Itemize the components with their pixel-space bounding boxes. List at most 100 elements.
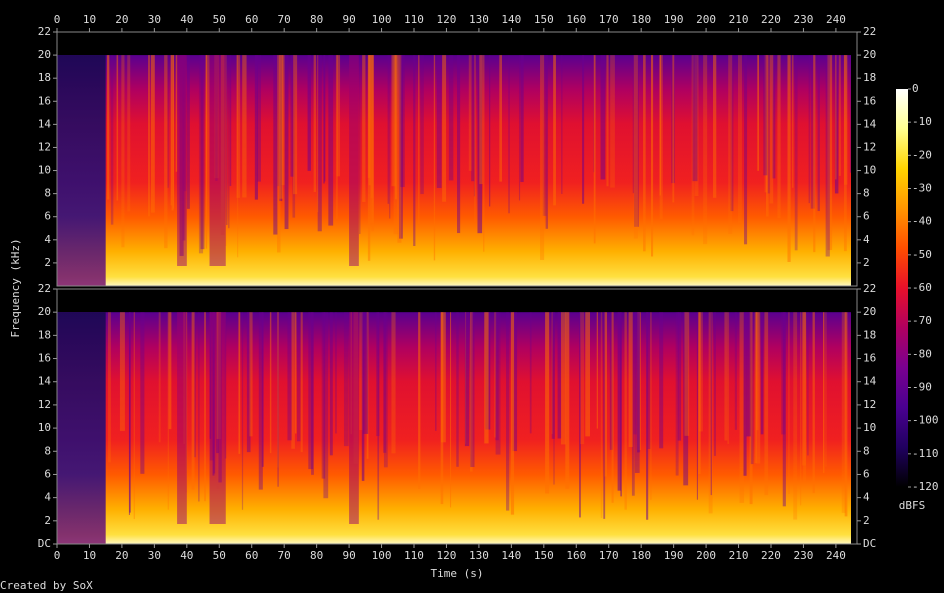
spectrogram-texture — [603, 312, 606, 519]
spectrogram-texture — [387, 55, 390, 204]
colorbar-tick-label: -100 — [912, 414, 939, 427]
spectrogram-texture — [116, 55, 119, 201]
x-tick-label: 220 — [761, 13, 781, 26]
spectrogram-texture — [291, 312, 295, 449]
y-tick-label: 2 — [863, 514, 870, 527]
spectrogram-texture — [317, 55, 319, 213]
x-tick-label: 110 — [404, 13, 424, 26]
spectrogram-texture — [225, 55, 227, 246]
spectrogram-texture — [456, 312, 459, 467]
spectrogram-texture — [825, 312, 827, 467]
spectrogram-texture — [367, 55, 371, 261]
y-tick-label: 2 — [44, 514, 51, 527]
x-tick-label: 190 — [664, 13, 684, 26]
x-axis-label: Time (s) — [431, 567, 484, 580]
spectrogram-texture — [329, 312, 333, 456]
spectrogram-texture — [650, 312, 652, 500]
spectrogram-texture — [236, 55, 241, 198]
x-tick-label: 150 — [534, 13, 554, 26]
spectrogram-texture — [561, 55, 563, 194]
colorbar-tick-label: -70 — [912, 314, 932, 327]
spectrogram-texture — [164, 55, 168, 249]
spectrogram-texture — [287, 312, 292, 441]
spectrogram-texture — [349, 55, 359, 266]
x-tick-label: 10 — [83, 549, 96, 562]
spectrogram-texture — [714, 312, 716, 456]
spectrogram-texture — [734, 312, 737, 430]
spectrogram-texture — [448, 55, 454, 181]
spectrogram-texture — [812, 312, 815, 494]
x-tick-label: 40 — [180, 13, 193, 26]
spectrogram-texture — [813, 55, 816, 253]
x-tick-label: 0 — [54, 13, 61, 26]
spectrogram-texture — [133, 312, 135, 520]
spectrogram-texture — [675, 312, 679, 476]
spectrogram-texture — [684, 312, 690, 436]
spectrogram-texture — [276, 55, 282, 187]
y-tick-label: DC — [863, 537, 876, 550]
spectrogram-texture — [767, 55, 771, 194]
spectrogram-texture — [477, 55, 483, 234]
x-tick-label: 0 — [54, 549, 61, 562]
spectrogram-texture — [691, 55, 695, 236]
spectrogram-texture — [827, 55, 833, 251]
spectrogram-texture — [823, 312, 825, 474]
spectrogram-texture — [175, 55, 178, 172]
colorbar-tick-label: -30 — [912, 182, 932, 195]
spectrogram-texture — [335, 55, 338, 219]
spectrogram-texture — [698, 312, 703, 432]
spectrogram-texture — [246, 312, 251, 453]
spectrogram-texture — [609, 312, 614, 450]
spectrogram-texture — [277, 55, 281, 253]
spectrogram-texture — [746, 312, 751, 437]
spectrogram-texture — [209, 55, 226, 266]
spectrogram-texture — [119, 312, 125, 431]
spectrogram-texture — [359, 312, 364, 431]
spectrogram-texture — [295, 312, 297, 434]
spectrogram-texture — [198, 55, 204, 254]
spectrogram-texture — [624, 312, 627, 510]
y-tick-label: 6 — [44, 210, 51, 223]
spectrogram-texture — [186, 55, 190, 209]
x-tick-label: 180 — [631, 13, 651, 26]
spectrogram-texture — [677, 312, 682, 441]
spectrogram-texture — [841, 312, 846, 513]
spectrogram-texture — [777, 55, 781, 219]
y-tick-label: 20 — [863, 305, 876, 318]
spectrogram-texture — [284, 55, 289, 230]
spectrogram-texture — [457, 55, 461, 234]
colorbar-tick-label: -60 — [912, 281, 932, 294]
spectrogram-texture — [647, 312, 651, 449]
spectrogram-texture — [205, 55, 210, 225]
colorbar-label: dBFS — [899, 499, 926, 512]
spectrogram-texture — [307, 55, 311, 171]
x-tick-label: 210 — [729, 549, 749, 562]
spectrogram-texture — [349, 312, 359, 524]
spectrogram-texture — [553, 312, 555, 485]
spectrogram-texture — [565, 312, 570, 489]
spectrogram-texture — [292, 55, 296, 218]
spectrogram-texture — [277, 312, 279, 487]
spectrogram-texture — [540, 55, 545, 260]
y-tick-label: 6 — [44, 467, 51, 480]
y-tick-label: 14 — [863, 117, 877, 130]
spectrogram-texture — [494, 312, 497, 438]
colorbar-tick-label: -50 — [912, 248, 932, 261]
y-tick-label: 12 — [38, 398, 51, 411]
y-tick-label: 14 — [38, 117, 52, 130]
spectrogram-texture — [737, 55, 742, 224]
spectrogram-texture — [362, 55, 366, 202]
colorbar — [896, 89, 908, 487]
spectrogram-texture — [389, 55, 391, 219]
spectrogram-texture — [464, 312, 470, 447]
y-tick-label: 16 — [38, 94, 51, 107]
y-tick-label: 18 — [38, 328, 51, 341]
y-tick-label: 18 — [863, 328, 876, 341]
spectrogram-texture — [694, 55, 699, 197]
x-tick-label: 240 — [826, 13, 846, 26]
spectrogram-texture — [171, 55, 174, 211]
spectrogram-texture — [200, 55, 205, 250]
y-tick-label: 10 — [863, 421, 876, 434]
spectrogram-texture — [321, 312, 326, 479]
spectrogram-texture — [127, 55, 131, 212]
